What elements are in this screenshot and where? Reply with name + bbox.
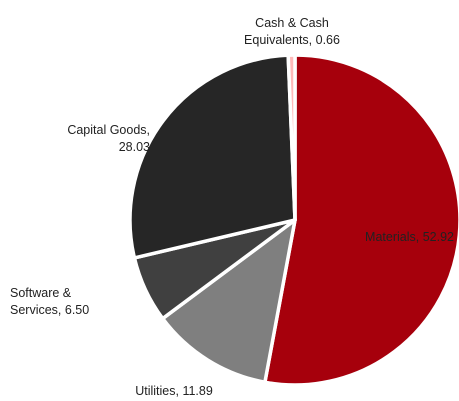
label-cash-line1: Cash & Cash [255, 16, 329, 30]
label-capital-line2: 28.03 [118, 140, 150, 154]
label-software-line2: Services, 6.50 [10, 303, 90, 317]
label-utilities-name: Utilities [135, 384, 176, 398]
pie-slice-utilities [160, 218, 297, 384]
pie-slice-capital-goods [128, 53, 297, 260]
label-cash-line2: Equivalents, 0.66 [244, 33, 340, 47]
label-software-services: Software & Services, 6.50 [10, 285, 130, 319]
pie-slice-materials [263, 53, 459, 387]
label-materials: Materials, 52.92 [365, 230, 454, 244]
pie-slice-cash-cash-equivalents [286, 53, 297, 222]
label-materials-value: 52.92 [422, 230, 454, 244]
label-cash-equivalents: Cash & Cash Equivalents, 0.66 [224, 15, 360, 49]
label-utilities-value: 11.89 [182, 384, 213, 398]
label-software-line1: Software & [10, 286, 72, 300]
label-capital-line1: Capital Goods, [67, 123, 150, 137]
label-capital-goods: Capital Goods, 28.03 [30, 122, 150, 156]
label-utilities: Utilities, 11.89 [135, 384, 213, 398]
label-materials-name: Materials [365, 230, 416, 244]
